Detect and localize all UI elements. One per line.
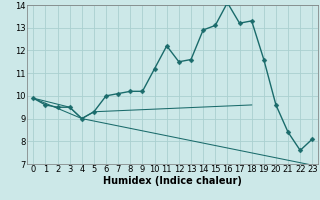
X-axis label: Humidex (Indice chaleur): Humidex (Indice chaleur) [103, 176, 242, 186]
